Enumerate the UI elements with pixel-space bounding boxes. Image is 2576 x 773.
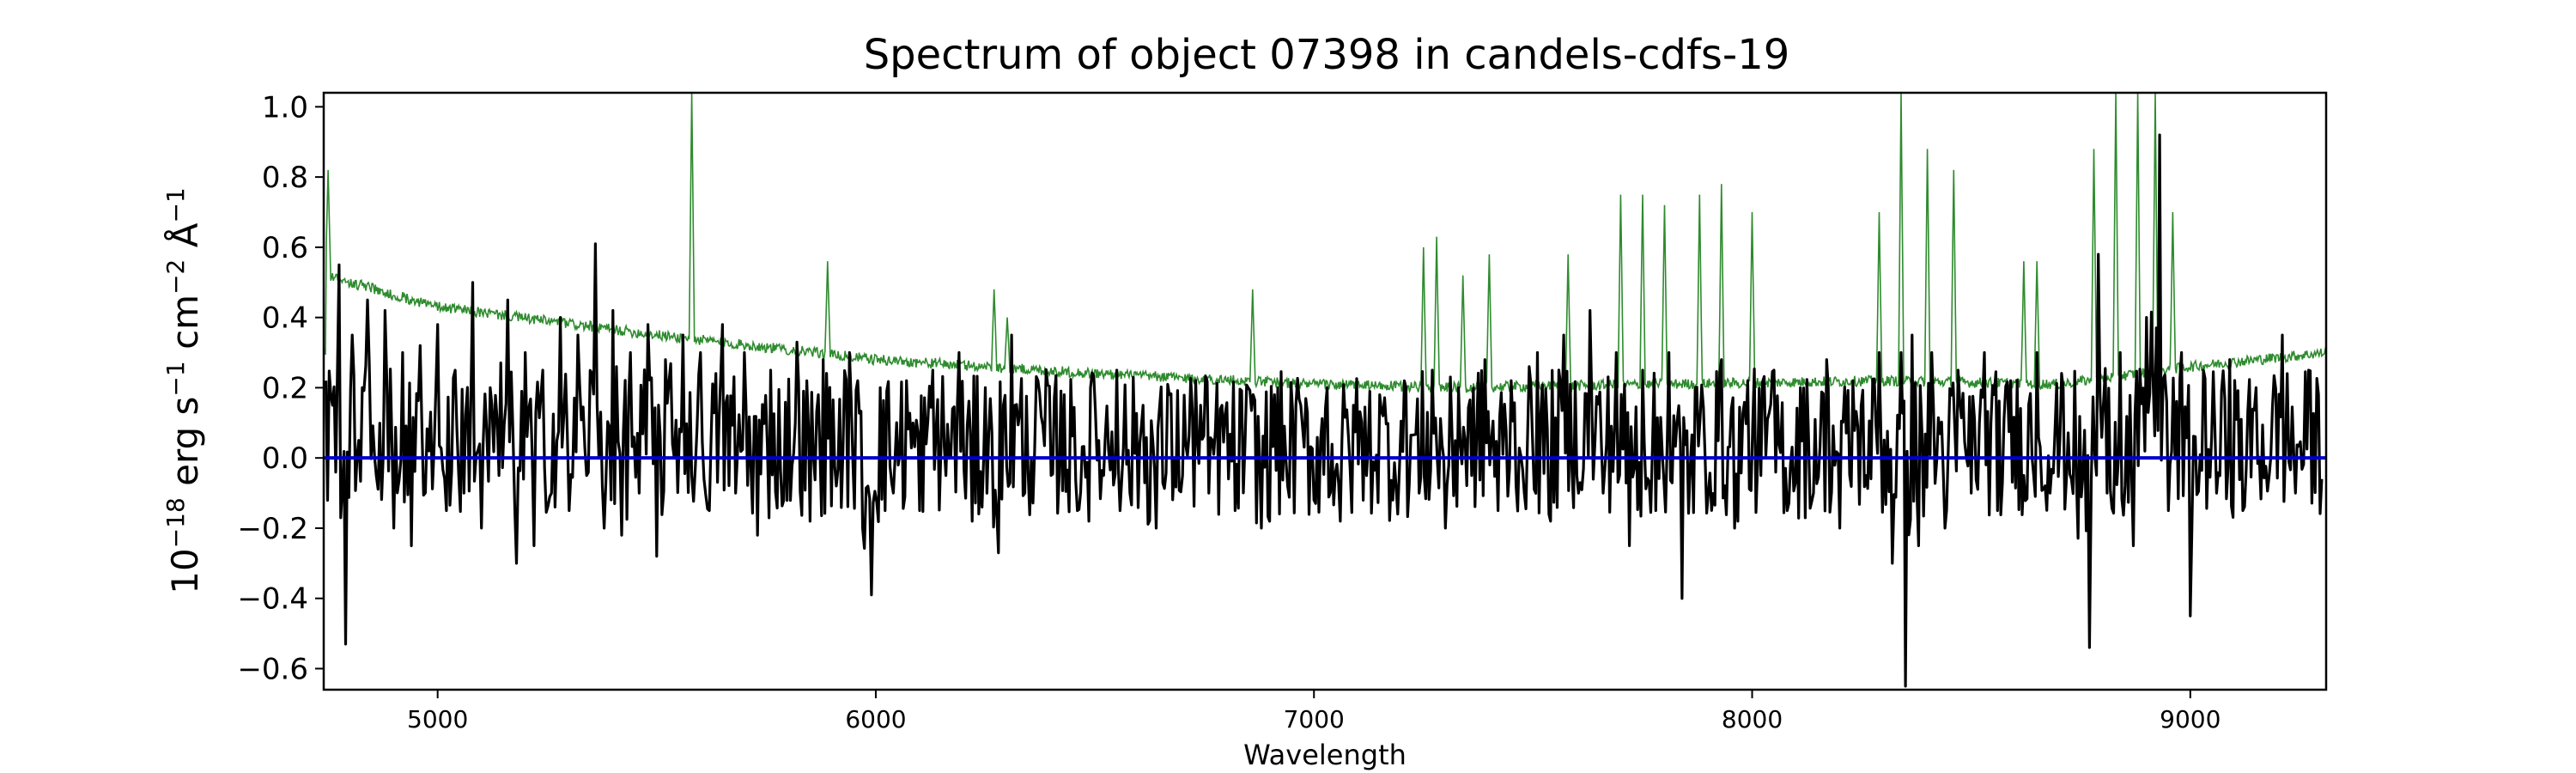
y-tick-label: −0.4 xyxy=(237,582,308,617)
x-axis-label: Wavelength xyxy=(1243,739,1406,771)
y-tick-label: 0.6 xyxy=(262,231,308,265)
y-axis-label: 10−18 erg s−1 cm−2 Å−1 xyxy=(161,187,206,593)
plot-frame xyxy=(322,91,2328,691)
chart-title: Spectrum of object 07398 in candels-cdfs… xyxy=(864,31,1790,79)
y-label-unit2: cm xyxy=(164,295,206,361)
y-tick-label: 1.0 xyxy=(262,90,308,125)
x-tick-label: 8000 xyxy=(1722,705,1783,733)
x-axis-ticks: 5000 6000 7000 8000 9000 xyxy=(407,690,2221,733)
y-label-exp2: −1 xyxy=(161,361,190,396)
x-tick-label: 7000 xyxy=(1284,705,1345,733)
y-tick-label: 0.0 xyxy=(262,441,308,476)
y-axis-ticks: −0.6 −0.4 −0.2 0.0 0.2 0.4 0.6 0.8 1.0 xyxy=(237,90,324,686)
y-tick-label: 0.8 xyxy=(262,161,308,195)
y-label-exp1: −18 xyxy=(161,497,190,548)
y-tick-label: 0.4 xyxy=(262,301,308,336)
y-tick-label: −0.2 xyxy=(237,512,308,546)
x-tick-label: 5000 xyxy=(407,705,468,733)
x-tick-label: 6000 xyxy=(845,705,906,733)
y-label-base: 10 xyxy=(164,548,206,593)
y-tick-label: 0.2 xyxy=(262,371,308,405)
plot-area xyxy=(322,91,2328,691)
flux-spectrum-line xyxy=(325,133,2324,688)
series-layer xyxy=(323,92,2327,688)
y-label-unit3: Å xyxy=(163,222,206,259)
y-label-exp4: −1 xyxy=(161,187,190,222)
y-tick-label: −0.6 xyxy=(237,652,308,686)
x-tick-label: 9000 xyxy=(2160,705,2221,733)
y-label-unit1: erg s xyxy=(164,397,206,498)
y-label-exp3: −2 xyxy=(161,259,190,295)
